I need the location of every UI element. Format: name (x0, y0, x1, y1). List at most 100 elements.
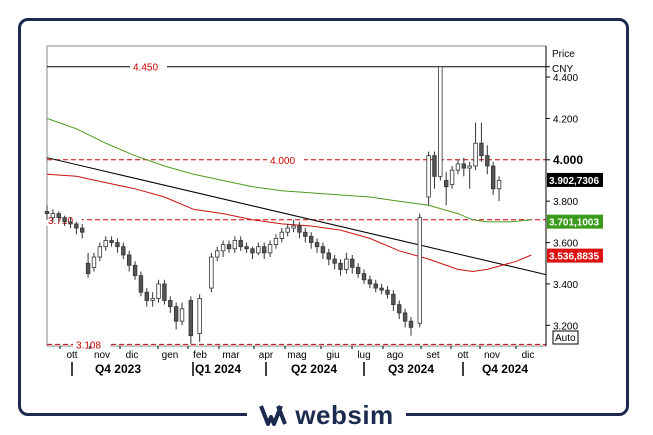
candle-body (44, 211, 50, 214)
candle-body (267, 244, 273, 254)
candle-body (408, 320, 414, 328)
candle-body (303, 231, 308, 237)
candle-body (121, 246, 126, 256)
series-ma_green (46, 117, 532, 223)
candle-body (80, 227, 85, 233)
candle-body (344, 258, 349, 270)
x-month-label: ott (66, 350, 77, 361)
plot-area (46, 45, 547, 347)
candle-body (379, 287, 384, 291)
y-axis-title: Price (552, 49, 575, 60)
price-badge (547, 214, 603, 229)
candle-body (173, 306, 179, 322)
candle-body (496, 180, 502, 190)
price-badge (547, 248, 603, 263)
candle-body (473, 142, 478, 167)
x-month-label: ott (457, 350, 468, 361)
candle-body (85, 262, 91, 274)
candle-body (402, 312, 408, 322)
y-tick-label: 4.000 (553, 153, 583, 167)
websim-logo-text: websim (295, 399, 394, 430)
candle-body (320, 246, 326, 254)
y-tick-label: 3.200 (553, 321, 578, 332)
candle-body (109, 240, 114, 243)
candle-body (238, 240, 243, 248)
candle-body (50, 213, 56, 219)
candle-body (332, 258, 337, 264)
candle-body (279, 231, 285, 239)
x-month-label: mag (287, 350, 306, 361)
candle-body (168, 300, 173, 308)
candle-body (285, 227, 290, 233)
websim-logo-icon (259, 405, 288, 426)
x-quarter-label: Q3 2024 (388, 362, 434, 376)
candle-body (273, 238, 279, 246)
candle-body (115, 242, 120, 248)
candle-body (150, 298, 155, 301)
candle-body (461, 163, 467, 169)
candle-body (417, 217, 422, 324)
candle-body (297, 225, 302, 233)
candle-body (361, 273, 367, 281)
candle-body (179, 308, 185, 322)
candle-body (138, 275, 144, 293)
candle-body (326, 252, 331, 260)
candle-body (479, 142, 484, 157)
x-month-label: mar (222, 350, 240, 361)
x-month-label: lug (357, 350, 370, 361)
candle-body (220, 244, 226, 252)
x-quarter-label: Q2 2024 (291, 362, 337, 376)
auto-button[interactable]: Auto (552, 330, 579, 345)
auto-button-label: Auto (555, 333, 576, 344)
candle-body (162, 283, 167, 301)
x-month-label: gen (162, 350, 179, 361)
candle-body (262, 246, 267, 254)
candle-body (68, 221, 73, 225)
websim-logo: websim (0, 398, 653, 432)
candle-body (426, 155, 431, 198)
candle-body (432, 155, 437, 177)
level-line-label: 3.108 (76, 340, 101, 351)
candle-body (244, 246, 249, 250)
candle-body (373, 283, 378, 289)
candle-body (215, 250, 220, 258)
candle-body (103, 240, 108, 248)
x-month-label: nov (94, 350, 110, 361)
x-month-label: set (426, 350, 440, 361)
candle-body (449, 169, 455, 186)
level-label-bg (73, 338, 110, 351)
candle-body (209, 256, 214, 289)
y-axis-unit: CNY (552, 64, 573, 75)
level-line-label: 4.000 (270, 156, 295, 167)
x-month-label: giu (326, 350, 339, 361)
level-line-label: 3.710 (48, 216, 73, 227)
y-tick-label: 3.600 (553, 239, 578, 250)
series-ma_red (46, 173, 532, 273)
price-badge (547, 172, 603, 187)
x-month-label: ago (387, 350, 404, 361)
candle-body (455, 163, 461, 171)
candle-body (126, 254, 132, 266)
x-month-label: apr (259, 350, 274, 361)
candle-body (338, 262, 343, 270)
candle-body (256, 246, 261, 254)
candle-body (291, 225, 296, 229)
y-tick-label: 4.400 (553, 73, 578, 84)
price-badge-label: 3.902,7306 (549, 176, 599, 187)
candle-body (308, 235, 314, 243)
x-month-label: nov (484, 350, 500, 361)
candle-body (97, 246, 103, 258)
y-tick-label: 4.200 (553, 114, 578, 125)
level-line-label: 4.450 (133, 63, 158, 74)
candle-body (226, 244, 232, 250)
price-badge-label: 3.701,1003 (549, 218, 599, 229)
x-quarter-label: Q4 2024 (482, 362, 528, 376)
candle-body (355, 266, 361, 274)
candle-body (485, 155, 490, 167)
candle-body (443, 180, 449, 188)
candle-body (232, 240, 238, 250)
candle-body (467, 165, 472, 169)
level-label-bg (130, 60, 167, 73)
x-month-label: feb (193, 350, 207, 361)
candle-body (385, 289, 390, 295)
